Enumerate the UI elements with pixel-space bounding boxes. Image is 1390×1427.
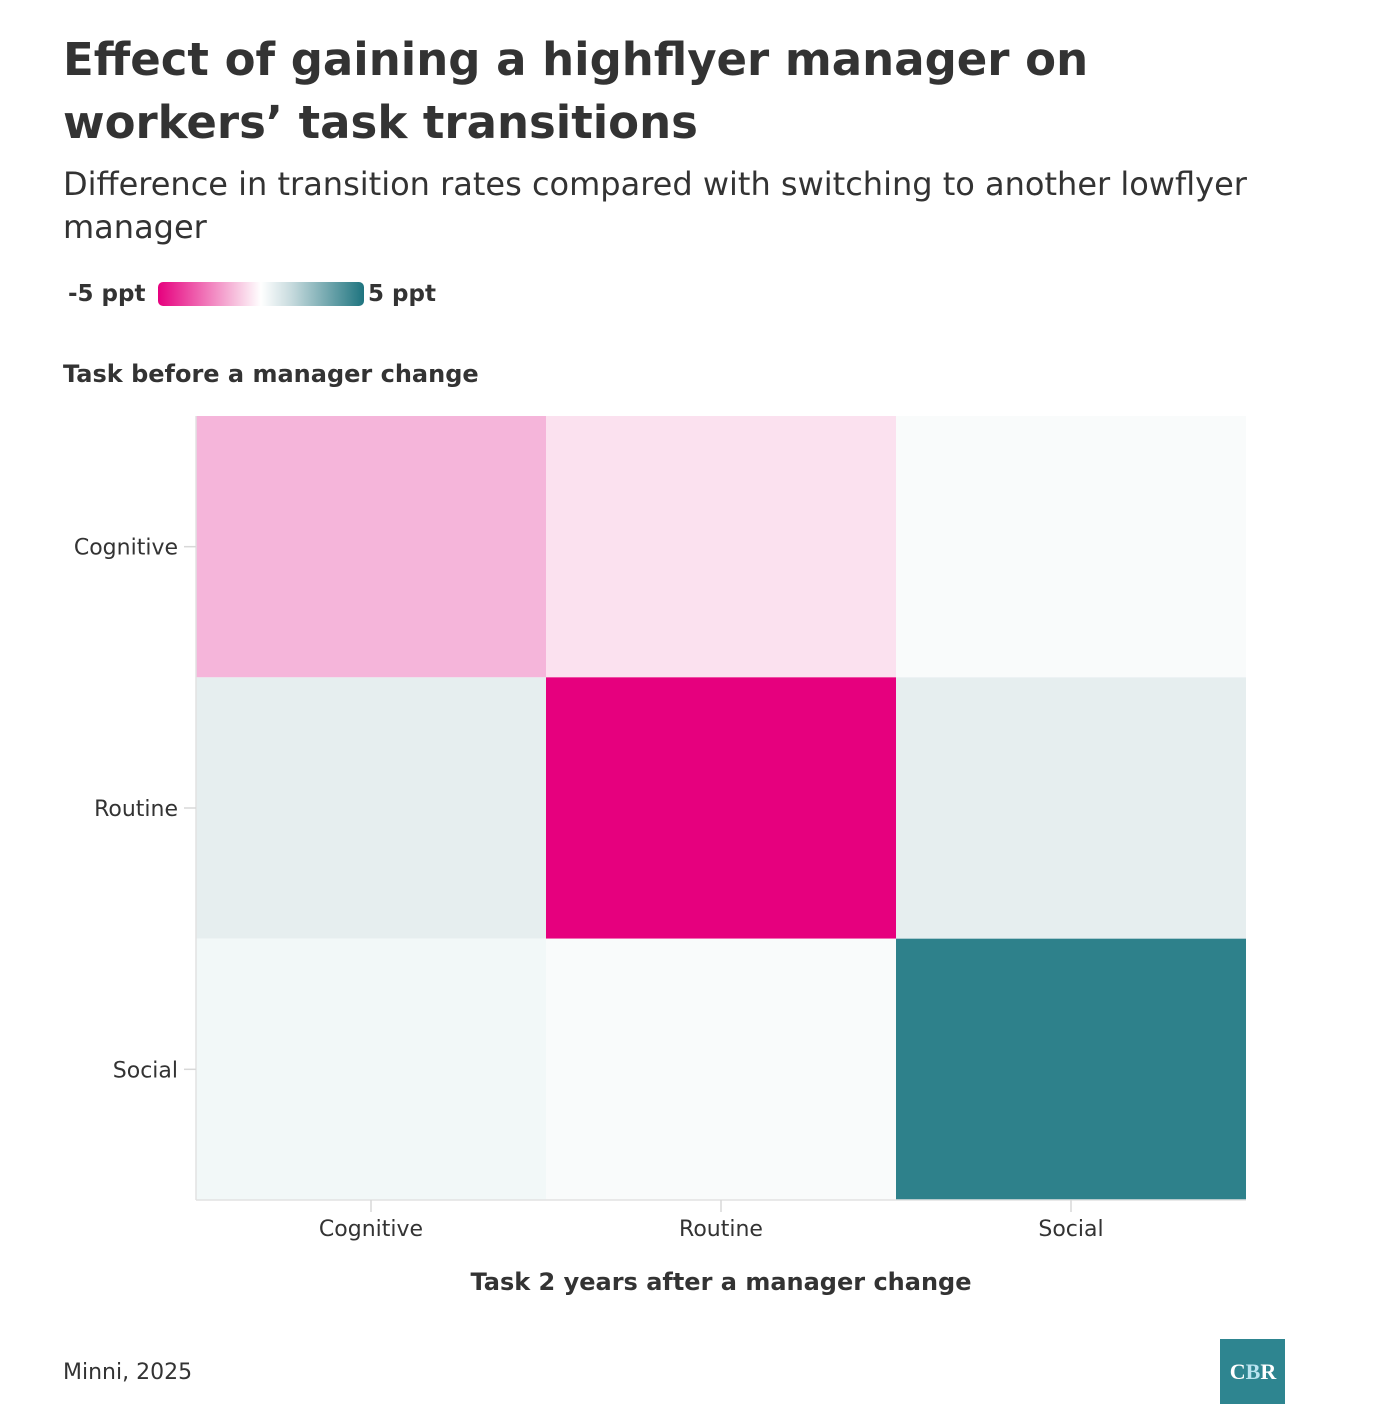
x-tick-label-social: Social: [1038, 1217, 1103, 1242]
heatmap-cell-cognitive-to-social: [896, 416, 1246, 678]
y-tick-label-social: Social: [113, 1058, 178, 1083]
heatmap-cell-social-to-cognitive: [196, 938, 546, 1200]
heatmap-cell-cognitive-to-routine: [546, 416, 896, 678]
y-tick-label-routine: Routine: [94, 797, 178, 822]
chart-subtitle: Difference in transition rates compared …: [63, 165, 1247, 246]
cbr-logo-mark: CBR: [1229, 1359, 1277, 1384]
heatmap-axes: Cognitive Routine Social Cognitive Routine So…: [74, 416, 1246, 1242]
legend-gradient-bar: [158, 282, 364, 306]
y-tick-label-cognitive: Cognitive: [74, 536, 178, 561]
y-axis-title: Task before a manager change: [63, 360, 479, 388]
cbr-logo: CBR: [1220, 1339, 1285, 1404]
heatmap-cell-routine-to-routine: [546, 677, 896, 939]
heatmap-cell-social-to-social: [896, 938, 1246, 1200]
heatmap-cell-social-to-routine: [546, 938, 896, 1200]
x-tick-label-routine: Routine: [679, 1217, 763, 1242]
heatmap-cell-routine-to-cognitive: [196, 677, 546, 939]
heatmap-cell-cognitive-to-cognitive: [196, 416, 546, 678]
legend-min-label: -5 ppt: [68, 281, 146, 307]
legend-max-label: 5 ppt: [368, 281, 436, 307]
x-axis-title: Task 2 years after a manager change: [470, 1268, 972, 1296]
source-note: Minni, 2025: [63, 1360, 193, 1385]
chart-title: Effect of gaining a highflyer manager on…: [63, 33, 1089, 149]
heatmap-cells: [196, 416, 1246, 1200]
heatmap-cell-routine-to-social: [896, 677, 1246, 939]
x-tick-label-cognitive: Cognitive: [319, 1217, 423, 1242]
svg-text:CBR: CBR: [1229, 1359, 1277, 1384]
